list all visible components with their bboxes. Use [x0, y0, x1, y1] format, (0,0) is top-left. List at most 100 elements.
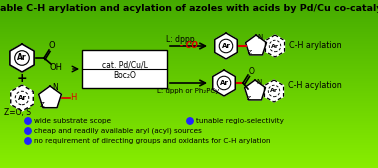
Bar — [0, 104, 378, 105]
Polygon shape — [265, 35, 285, 57]
Bar — [0, 121, 378, 122]
Text: Boc₂O: Boc₂O — [113, 71, 136, 79]
Bar — [0, 35, 378, 36]
Bar — [0, 28, 378, 29]
Bar — [0, 31, 378, 32]
Polygon shape — [215, 33, 237, 59]
Bar — [0, 70, 378, 71]
Text: cheap and readily available aryl (acyl) sources: cheap and readily available aryl (acyl) … — [34, 128, 202, 134]
Bar — [0, 107, 378, 108]
Polygon shape — [246, 35, 266, 55]
Bar — [0, 88, 378, 89]
Text: +: + — [17, 72, 27, 85]
Bar — [0, 92, 378, 93]
Bar — [0, 53, 378, 54]
Bar — [0, 118, 378, 119]
Bar — [0, 12, 378, 13]
Bar — [0, 17, 378, 18]
Bar — [0, 33, 378, 34]
Bar — [0, 99, 378, 100]
Bar — [0, 147, 378, 148]
Bar — [0, 83, 378, 84]
Bar — [0, 78, 378, 79]
Bar — [0, 102, 378, 103]
Bar — [0, 5, 378, 6]
Bar — [0, 159, 378, 160]
Bar — [0, 139, 378, 140]
Circle shape — [187, 118, 193, 124]
Bar — [0, 15, 378, 16]
Bar — [0, 143, 378, 144]
Bar — [0, 16, 378, 17]
Bar — [0, 123, 378, 124]
Bar — [0, 111, 378, 112]
Text: Ar: Ar — [270, 89, 278, 94]
Bar — [0, 97, 378, 98]
Text: C-H acylation: C-H acylation — [288, 80, 342, 90]
Bar — [0, 153, 378, 154]
Bar — [0, 161, 378, 162]
Bar — [0, 105, 378, 106]
Bar — [0, 55, 378, 56]
Bar — [0, 131, 378, 132]
Bar — [0, 126, 378, 127]
Bar — [0, 113, 378, 114]
Bar — [0, 60, 378, 61]
Bar — [0, 84, 378, 85]
Bar — [0, 110, 378, 111]
Bar — [0, 95, 378, 96]
Bar — [0, 116, 378, 117]
Bar — [0, 50, 378, 51]
Bar — [0, 114, 378, 115]
Bar — [0, 156, 378, 157]
Bar — [0, 30, 378, 31]
Bar — [0, 41, 378, 42]
Bar — [0, 157, 378, 158]
Bar — [0, 34, 378, 35]
Bar — [0, 18, 378, 19]
Text: no requirement of directing groups and oxidants for C-H arylation: no requirement of directing groups and o… — [34, 138, 271, 144]
Bar — [0, 163, 378, 164]
Bar — [0, 0, 378, 1]
Bar — [0, 141, 378, 142]
Bar — [0, 75, 378, 76]
Bar — [0, 45, 378, 46]
Bar — [0, 79, 378, 80]
Bar — [0, 56, 378, 57]
Bar — [0, 122, 378, 123]
Bar — [0, 49, 378, 50]
Bar — [0, 142, 378, 143]
Bar — [0, 158, 378, 159]
Bar — [0, 42, 378, 43]
Bar — [0, 14, 378, 15]
Bar — [0, 23, 378, 24]
Bar — [0, 74, 378, 75]
Bar — [0, 144, 378, 145]
Bar — [0, 80, 378, 81]
Text: Z: Z — [40, 102, 45, 108]
Bar — [0, 43, 378, 44]
Bar — [0, 1, 378, 2]
Bar — [0, 13, 378, 14]
Bar — [0, 11, 378, 12]
Bar — [0, 38, 378, 39]
Bar — [0, 24, 378, 25]
Bar — [0, 22, 378, 23]
Bar — [0, 8, 378, 9]
Bar — [0, 81, 378, 82]
Bar — [0, 71, 378, 72]
Bar — [0, 135, 378, 136]
Bar — [0, 136, 378, 137]
Bar — [0, 103, 378, 104]
Bar — [0, 133, 378, 134]
Bar — [0, 32, 378, 33]
Bar — [0, 85, 378, 86]
Text: cat. Pd/Cu/L: cat. Pd/Cu/L — [102, 60, 147, 70]
Bar — [0, 77, 378, 78]
Text: tunable regio-selectivity: tunable regio-selectivity — [196, 118, 284, 124]
Bar — [0, 61, 378, 62]
Text: L: dppp: L: dppp — [166, 34, 194, 44]
Bar — [0, 67, 378, 68]
Bar — [0, 134, 378, 135]
Bar — [0, 130, 378, 131]
